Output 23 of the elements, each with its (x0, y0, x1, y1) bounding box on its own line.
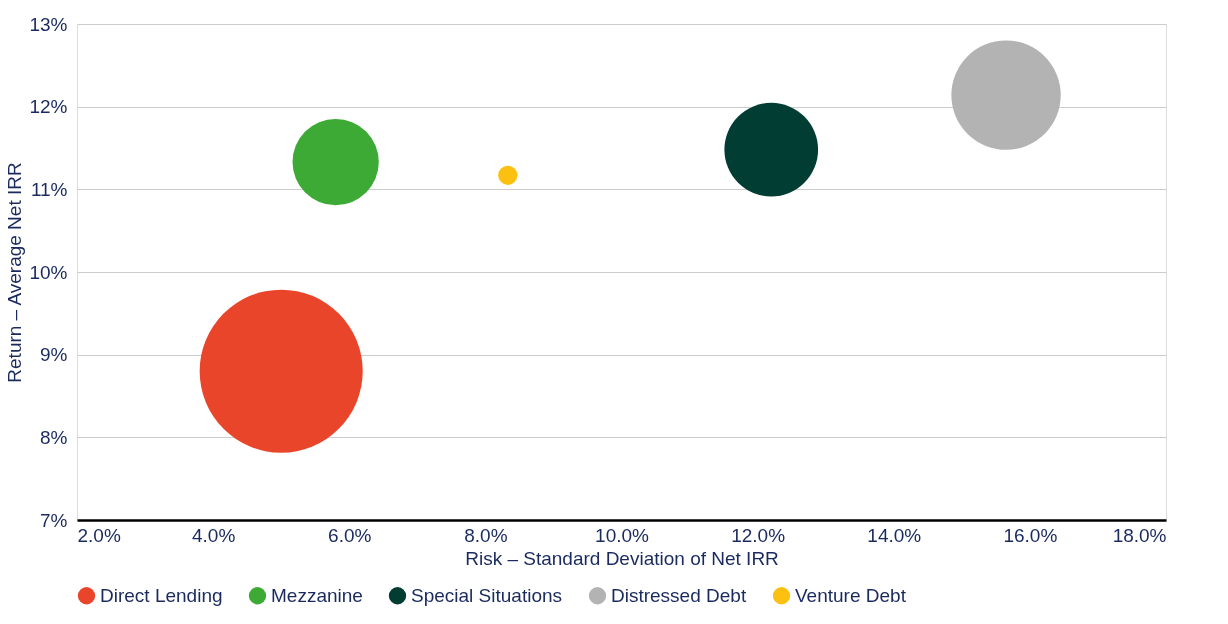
x-tick-label: 8.0% (464, 524, 508, 546)
y-tick-label: 7% (40, 509, 68, 531)
y-tick-label: 9% (40, 344, 68, 366)
legend-label: Distressed Debt (611, 584, 747, 606)
legend-label: Direct Lending (100, 584, 223, 606)
y-tick-label: 10% (29, 261, 68, 283)
y-tick-label: 8% (40, 426, 68, 448)
x-tick-label: 10.0% (595, 524, 650, 546)
legend-label: Special Situations (411, 584, 563, 606)
x-tick-label: 4.0% (191, 524, 236, 546)
y-tick-label: 11% (30, 178, 68, 200)
x-tick-label: 18.0% (1112, 524, 1167, 546)
y-tick-label: 12% (29, 96, 68, 118)
x-axis-title: Risk – Standard Deviation of Net IRR (465, 547, 779, 569)
x-tick-label: 2.0% (77, 524, 121, 546)
x-tick-label: 6.0% (328, 524, 372, 546)
y-tick-label: 13% (29, 13, 68, 35)
x-tick-label: 16.0% (1003, 524, 1058, 546)
legend-label: Venture Debt (795, 584, 907, 606)
x-tick-label: 14.0% (867, 524, 922, 546)
legend-label: Mezzanine (271, 584, 363, 606)
y-axis-title: Return – Average Net IRR (4, 162, 26, 383)
x-tick-label: 12.0% (731, 524, 786, 546)
